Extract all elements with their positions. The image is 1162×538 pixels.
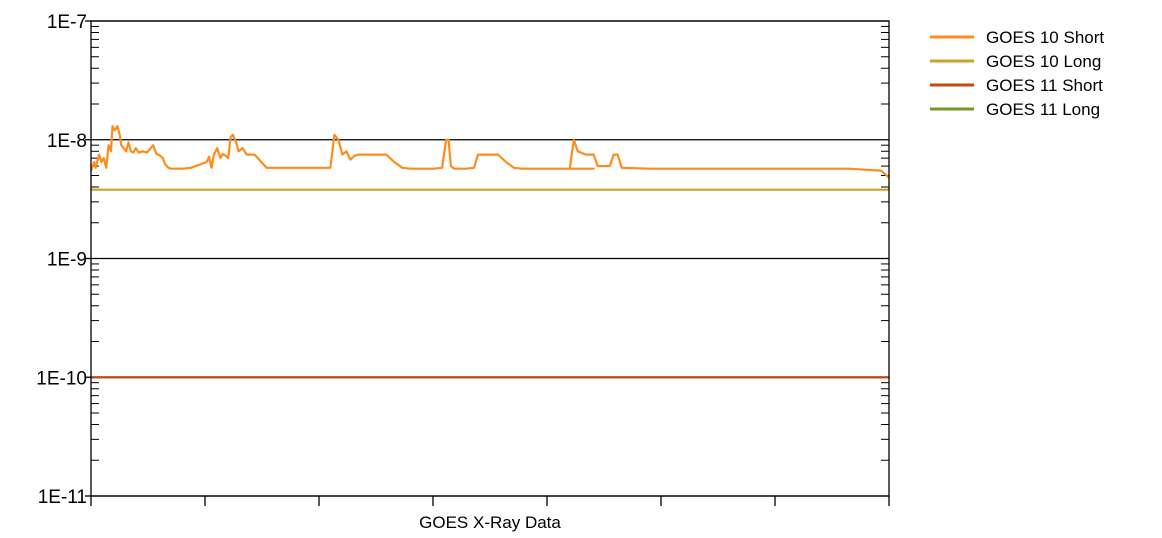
legend: GOES 10 Short GOES 10 Long GOES 11 Short GO… bbox=[930, 28, 1104, 119]
minor-ticks bbox=[91, 25, 889, 461]
y-tick-label: 1E-11 bbox=[38, 487, 87, 508]
y-axis: 1E-7 1E-8 1E-9 1E-10 1E-11 bbox=[36, 12, 91, 508]
series-line-goes-10-short bbox=[89, 125, 890, 179]
y-tick-label: 1E-10 bbox=[36, 368, 87, 389]
y-tick-label: 1E-8 bbox=[47, 131, 87, 152]
y-tick-label: 1E-9 bbox=[47, 250, 87, 271]
legend-label: GOES 11 Long bbox=[986, 100, 1100, 119]
x-axis bbox=[90, 496, 890, 506]
legend-item-goes-10-short: GOES 10 Short bbox=[930, 28, 1104, 47]
x-axis-label: GOES X-Ray Data bbox=[419, 513, 561, 532]
legend-item-goes-10-long: GOES 10 Long bbox=[930, 52, 1101, 71]
series-layer bbox=[89, 125, 890, 379]
y-tick-label: 1E-7 bbox=[47, 12, 87, 33]
legend-item-goes-11-long: GOES 11 Long bbox=[930, 100, 1100, 119]
legend-item-goes-11-short: GOES 11 Short bbox=[930, 76, 1103, 95]
legend-label: GOES 10 Long bbox=[986, 52, 1101, 71]
legend-label: GOES 11 Short bbox=[986, 76, 1103, 95]
legend-label: GOES 10 Short bbox=[986, 28, 1104, 47]
